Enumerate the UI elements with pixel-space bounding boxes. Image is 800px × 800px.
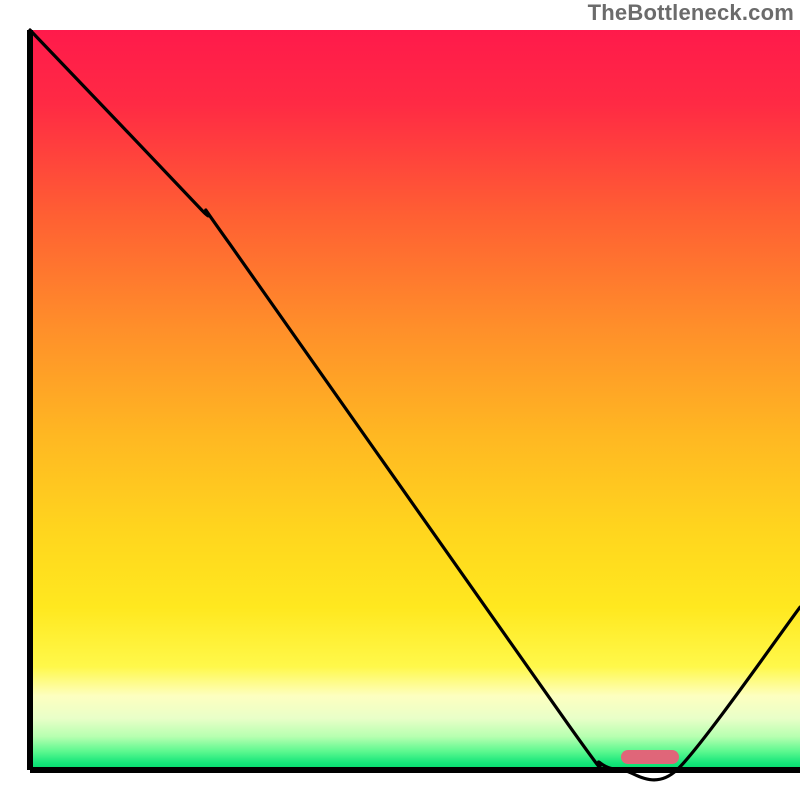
watermark-text: TheBottleneck.com <box>588 0 794 26</box>
gradient-background <box>30 30 800 770</box>
bottleneck-chart <box>0 0 800 800</box>
chart-container: TheBottleneck.com <box>0 0 800 800</box>
optimal-zone-marker <box>621 750 679 764</box>
